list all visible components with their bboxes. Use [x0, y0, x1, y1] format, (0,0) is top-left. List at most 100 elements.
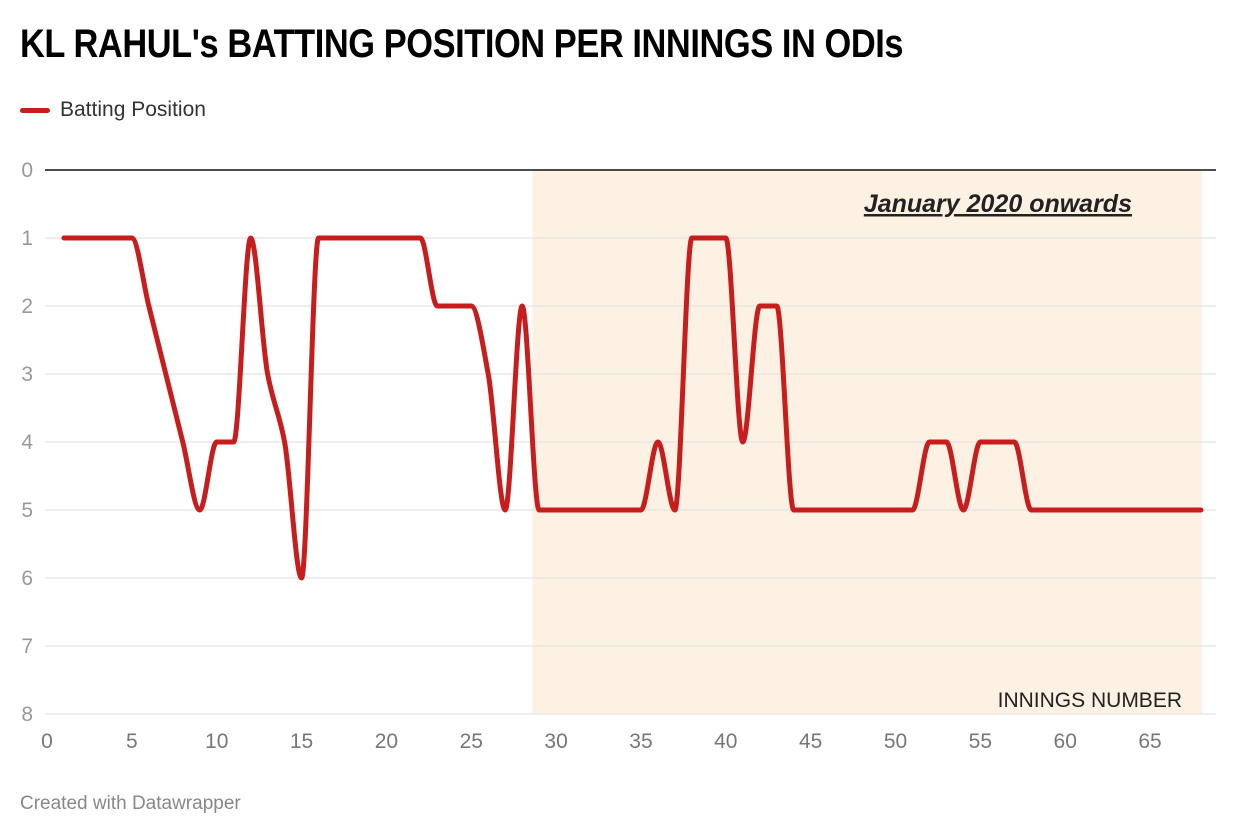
data-point	[384, 236, 388, 240]
data-point	[1182, 508, 1186, 512]
y-tick-label: 3	[21, 363, 33, 386]
data-point	[741, 440, 745, 444]
y-tick-label: 4	[21, 431, 33, 454]
data-point	[1046, 508, 1050, 512]
legend-line-swatch-icon	[20, 107, 50, 113]
data-point	[283, 440, 287, 444]
chart-title: KL RAHUL's BATTING POSITION PER INNINGS …	[20, 22, 904, 66]
data-point	[707, 236, 711, 240]
data-point	[927, 440, 931, 444]
data-point	[775, 304, 779, 308]
x-tick-label: 10	[205, 730, 228, 753]
data-point	[62, 236, 66, 240]
y-tick-label: 7	[21, 635, 33, 658]
data-point	[198, 508, 202, 512]
data-point	[215, 440, 219, 444]
data-point	[249, 236, 253, 240]
data-point	[113, 236, 117, 240]
x-tick-label: 25	[460, 730, 483, 753]
footer-credit: Created with Datawrapper	[20, 793, 241, 814]
x-tick-label: 60	[1054, 730, 1077, 753]
data-point	[181, 440, 185, 444]
data-point	[809, 508, 813, 512]
data-point	[164, 372, 168, 376]
data-point	[130, 236, 134, 240]
data-point	[910, 508, 914, 512]
data-point	[1199, 508, 1203, 512]
x-tick-label: 40	[714, 730, 737, 753]
data-point	[1165, 508, 1169, 512]
data-point	[1029, 508, 1033, 512]
data-point	[520, 304, 524, 308]
data-point	[486, 372, 490, 376]
data-point	[1012, 440, 1016, 444]
y-tick-label: 2	[21, 295, 33, 318]
data-point	[961, 508, 965, 512]
data-point	[588, 508, 592, 512]
data-point	[554, 508, 558, 512]
data-point	[537, 508, 541, 512]
data-point	[1148, 508, 1152, 512]
legend-label: Batting Position	[60, 98, 206, 121]
data-point	[333, 236, 337, 240]
x-axis-label: INNINGS NUMBER	[998, 689, 1182, 712]
data-point	[1080, 508, 1084, 512]
data-point	[724, 236, 728, 240]
data-point	[690, 236, 694, 240]
x-tick-label: 55	[969, 730, 992, 753]
y-tick-label: 0	[21, 159, 33, 182]
data-point	[401, 236, 405, 240]
data-point	[1131, 508, 1135, 512]
data-point	[1114, 508, 1118, 512]
data-point	[978, 440, 982, 444]
x-tick-label: 50	[884, 730, 907, 753]
y-tick-label: 6	[21, 567, 33, 590]
data-point	[571, 508, 575, 512]
data-point	[96, 236, 100, 240]
y-tick-label: 8	[21, 703, 33, 726]
data-point	[639, 508, 643, 512]
data-point	[792, 508, 796, 512]
data-point	[503, 508, 507, 512]
y-tick-label: 5	[21, 499, 33, 522]
data-point	[452, 304, 456, 308]
legend: Batting Position	[20, 98, 206, 122]
data-point	[673, 508, 677, 512]
data-point	[469, 304, 473, 308]
x-tick-label: 0	[41, 730, 53, 753]
data-point	[894, 508, 898, 512]
x-tick-label: 30	[544, 730, 567, 753]
data-point	[367, 236, 371, 240]
data-point	[605, 508, 609, 512]
data-point	[1063, 508, 1067, 512]
x-tick-label: 35	[629, 730, 652, 753]
x-tick-label: 5	[126, 730, 138, 753]
data-point	[147, 304, 151, 308]
data-point	[944, 440, 948, 444]
x-tick-label: 20	[375, 730, 398, 753]
data-point	[266, 372, 270, 376]
data-point	[877, 508, 881, 512]
data-point	[232, 440, 236, 444]
data-point	[79, 236, 83, 240]
data-point	[622, 508, 626, 512]
highlight-annotation: January 2020 onwards	[864, 190, 1132, 218]
y-tick-label: 1	[21, 227, 33, 250]
data-point	[758, 304, 762, 308]
x-tick-label: 45	[799, 730, 822, 753]
series-line-batting-position	[61, 235, 1204, 581]
data-point	[826, 508, 830, 512]
data-point	[317, 236, 321, 240]
x-tick-label: 15	[290, 730, 313, 753]
data-point	[300, 576, 304, 580]
data-point	[1097, 508, 1101, 512]
data-point	[656, 440, 660, 444]
data-point	[843, 508, 847, 512]
data-point	[995, 440, 999, 444]
data-point	[418, 236, 422, 240]
data-point	[860, 508, 864, 512]
data-point	[350, 236, 354, 240]
x-tick-label: 65	[1138, 730, 1161, 753]
data-point	[435, 304, 439, 308]
